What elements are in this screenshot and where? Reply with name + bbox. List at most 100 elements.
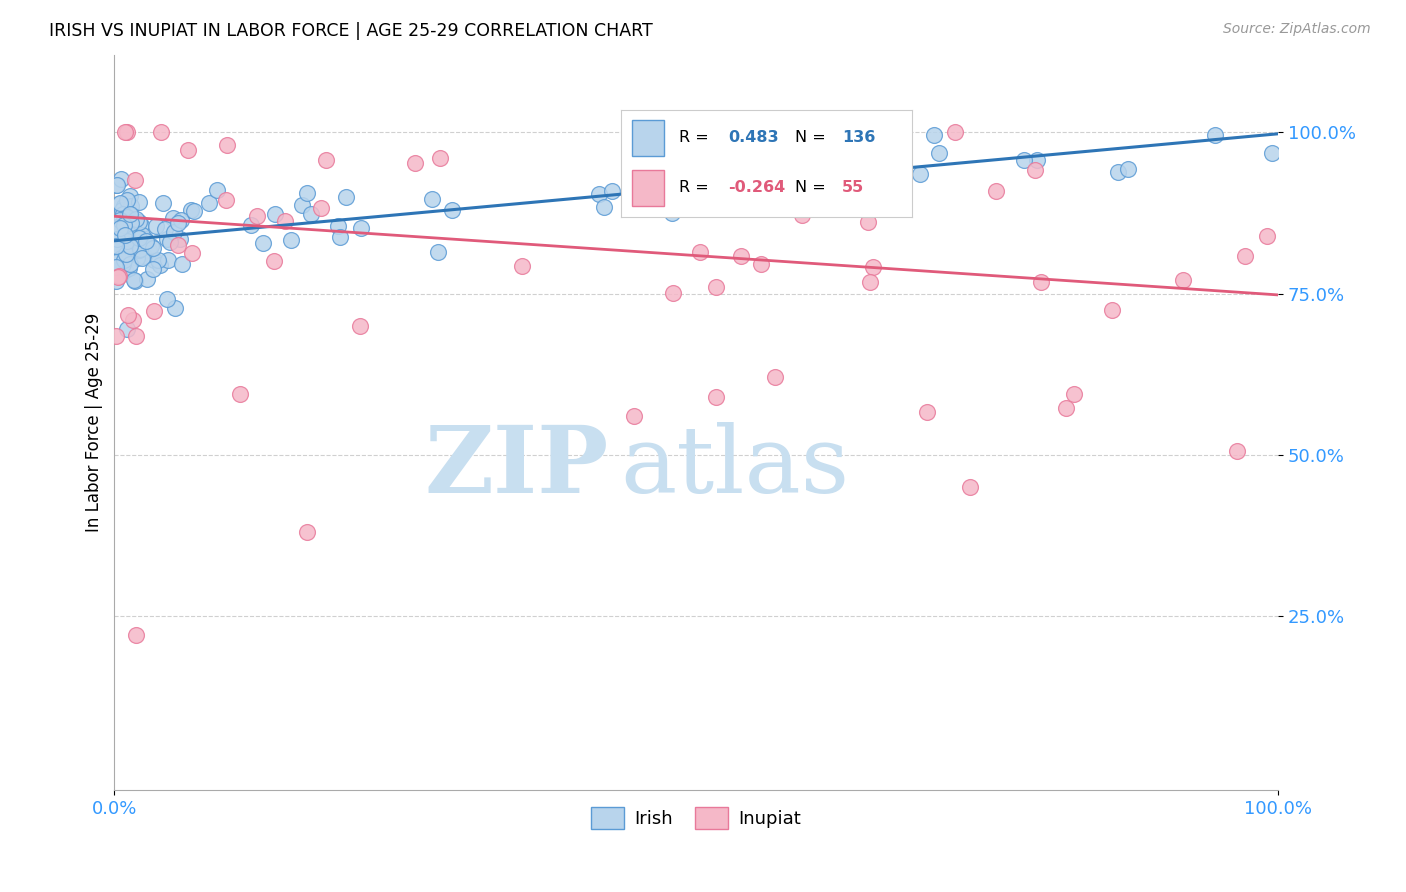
Point [134,232,156,246]
Point [763,370,786,384]
Point [104,239,127,253]
Point [120,207,142,221]
Point [512,259,534,273]
Point [114,263,136,277]
Point [105,238,128,252]
Point [159,235,181,249]
Point [128,194,150,209]
Point [928,146,950,161]
Point [1026,153,1049,167]
Point [661,205,683,219]
Point [662,286,685,301]
Point [751,169,773,184]
Point [117,219,139,234]
Point [149,126,172,140]
Y-axis label: In Labor Force | Age 25-29: In Labor Force | Age 25-29 [86,313,103,533]
Point [315,153,337,167]
Point [859,275,882,289]
Point [945,126,967,140]
Point [134,249,156,263]
Point [107,241,129,255]
Point [111,203,134,218]
Point [790,208,813,222]
Point [115,322,138,336]
Point [910,168,932,182]
Point [117,308,139,322]
Point [143,252,166,267]
Point [198,196,221,211]
Point [115,193,138,207]
Text: IRISH VS INUPIAT IN LABOR FORCE | AGE 25-29 CORRELATION CHART: IRISH VS INUPIAT IN LABOR FORCE | AGE 25… [49,22,652,40]
Point [162,211,184,225]
Point [252,236,274,251]
Point [141,241,163,255]
Point [145,219,167,233]
Point [404,156,426,170]
Point [108,268,131,283]
Point [108,196,131,211]
Point [112,199,135,213]
Point [326,219,349,233]
Point [117,237,139,252]
Point [105,264,128,278]
Point [120,243,142,257]
Point [108,225,131,239]
Point [112,253,135,268]
Point [1116,162,1139,177]
Legend: Irish, Inupiat: Irish, Inupiat [585,799,808,836]
Point [110,243,132,257]
Point [600,184,623,198]
Point [851,186,873,201]
Text: Source: ZipAtlas.com: Source: ZipAtlas.com [1223,22,1371,37]
Point [172,257,194,271]
Point [1204,128,1226,142]
Point [984,185,1007,199]
Point [108,220,131,235]
Point [1063,386,1085,401]
Point [125,226,148,240]
Point [111,256,134,270]
Point [156,232,179,246]
Point [104,231,127,245]
Point [120,216,142,230]
Point [110,251,132,265]
Point [626,135,648,149]
Point [111,231,134,245]
Point [124,274,146,288]
Point [704,391,727,405]
Point [146,252,169,267]
Point [105,220,128,235]
Point [107,197,129,211]
Point [1024,163,1046,178]
Point [183,203,205,218]
Point [689,244,711,259]
Point [124,212,146,227]
Point [217,137,239,152]
Point [170,213,193,227]
Point [108,221,131,235]
Point [156,292,179,306]
Point [120,189,142,203]
Point [104,329,127,343]
Point [112,206,135,220]
Point [114,228,136,243]
Point [153,222,176,236]
Point [112,235,135,250]
Point [295,525,318,540]
Point [125,628,148,642]
Point [120,199,142,213]
Point [125,328,148,343]
Point [205,183,228,197]
Point [751,257,773,271]
Point [335,190,357,204]
Point [135,235,157,249]
Point [274,214,297,228]
Point [107,270,129,285]
Point [240,218,263,232]
Point [167,237,190,252]
Point [922,128,945,143]
Point [104,225,127,239]
Point [115,234,138,248]
Point [131,251,153,265]
Point [295,186,318,200]
